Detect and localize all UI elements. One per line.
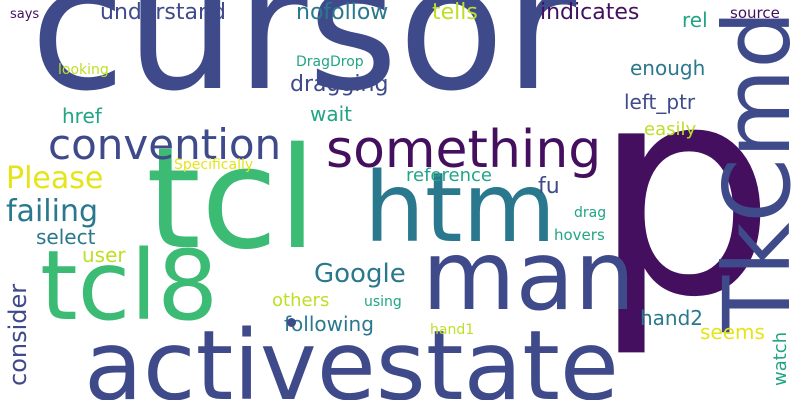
word-dragdrop: DragDrop — [296, 54, 364, 70]
word-hand2: hand2 — [640, 306, 704, 330]
word-convention: convention — [48, 120, 282, 169]
word-hovers: hovers — [554, 226, 605, 244]
word-p: p — [592, 24, 777, 361]
word-others: others — [272, 290, 330, 311]
word-rel: rel — [682, 8, 708, 32]
word-nofollow: nofollow — [296, 0, 389, 25]
word-specifically: Specifically — [174, 157, 254, 173]
word-tells: tells — [432, 0, 478, 25]
word-says: says — [10, 7, 40, 22]
word-source: source — [730, 4, 780, 22]
word-fu: fu — [538, 174, 560, 199]
word-left_ptr: left_ptr — [624, 90, 696, 114]
word-consider: consider — [4, 283, 32, 386]
word-tcl8: tcl8 — [40, 230, 219, 342]
word-htm: htm — [364, 152, 556, 264]
word-drag: drag — [574, 205, 607, 221]
word-href: href — [62, 104, 102, 128]
word-watch: watch — [770, 331, 791, 386]
word-dragging: dragging — [290, 72, 389, 97]
word-seems: seems — [700, 320, 765, 344]
word-indicates: indicates — [540, 0, 640, 25]
word-using: using — [364, 294, 402, 310]
word-select: select — [36, 225, 96, 249]
word-please: Please — [6, 161, 104, 196]
word-tkcmd: TkCmd — [704, 10, 800, 332]
word-hand1: hand1 — [430, 322, 475, 338]
word-something: something — [326, 120, 602, 180]
word-reference: reference — [406, 165, 492, 186]
word-understand: understand — [100, 0, 226, 25]
word-easily: easily — [644, 119, 697, 140]
word-activestate: activestate — [84, 310, 619, 400]
word-enough: enough — [630, 56, 706, 80]
word-google: Google — [314, 259, 406, 289]
word-man: man — [422, 220, 636, 332]
word-user: user — [82, 243, 126, 267]
word-cursor: cursor — [30, 0, 577, 130]
word-following: following — [284, 312, 374, 336]
word-wait: wait — [310, 102, 353, 126]
word-looking: looking — [58, 62, 109, 78]
word-tcl: tcl — [146, 118, 317, 281]
word-failing: failing — [6, 194, 99, 229]
dot-mark — [287, 318, 296, 327]
